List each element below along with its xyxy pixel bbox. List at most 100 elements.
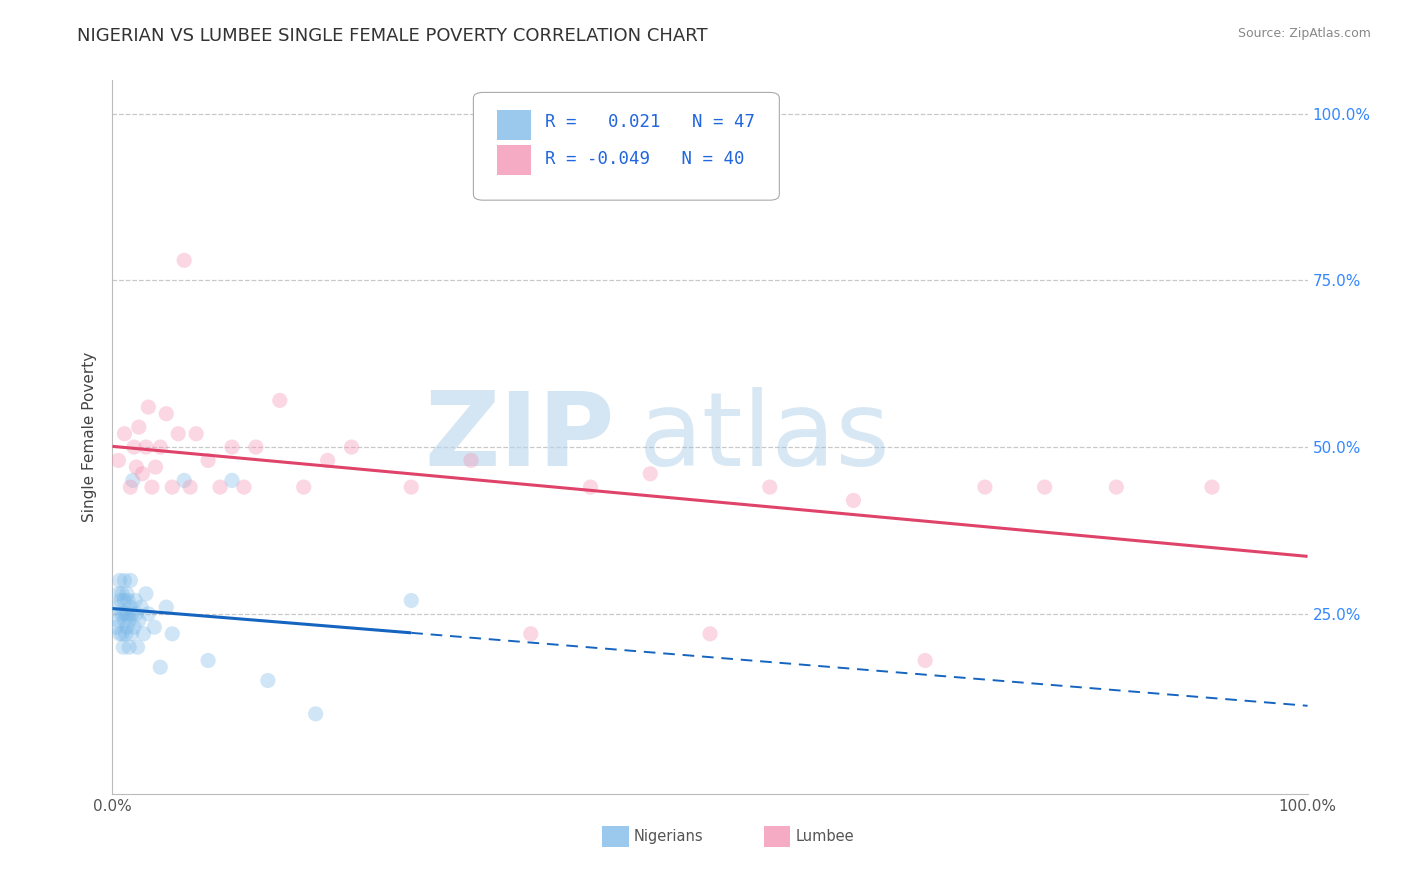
Point [401,593,423,607]
Point [114,593,135,607]
Point [162,627,183,641]
Point [107,453,129,467]
Point [699,627,721,641]
Text: Lumbee: Lumbee [796,830,855,844]
Point [118,614,141,628]
Point [115,620,138,634]
Text: Nigerians: Nigerians [634,830,703,844]
Point [129,600,152,615]
Point [127,640,149,655]
Point [110,593,132,607]
Point [149,660,172,674]
Bar [763,826,790,847]
Point [128,614,150,628]
Text: NIGERIAN VS LUMBEE SINGLE FEMALE POVERTY CORRELATION CHART: NIGERIAN VS LUMBEE SINGLE FEMALE POVERTY… [77,27,709,45]
Point [114,614,135,628]
Point [233,480,256,494]
Point [138,607,160,621]
Point [316,453,339,467]
Point [125,607,148,621]
Point [131,467,153,481]
Point [111,627,134,641]
Point [914,653,936,667]
Point [112,607,135,621]
Point [105,620,128,634]
Point [292,480,315,494]
Point [121,607,143,621]
Point [121,474,143,488]
Bar [498,110,531,139]
Point [179,480,201,494]
Point [125,460,148,475]
Point [128,420,150,434]
Point [759,480,782,494]
Text: R = -0.049   N = 40: R = -0.049 N = 40 [546,150,745,168]
Point [114,607,136,621]
Point [143,620,166,634]
Text: ZIP: ZIP [425,386,614,488]
Point [132,627,155,641]
Point [520,627,543,641]
Point [155,600,177,615]
Text: atlas: atlas [638,386,890,488]
Point [138,400,160,414]
Point [1033,480,1056,494]
Point [1201,480,1223,494]
Point [118,640,141,655]
FancyBboxPatch shape [474,93,779,200]
Point [141,480,163,494]
Point [197,653,219,667]
Point [107,587,129,601]
Point [842,493,865,508]
Point [114,627,136,641]
Point [173,253,195,268]
Point [135,587,157,601]
Point [340,440,363,454]
Point [221,440,243,454]
Y-axis label: Single Female Poverty: Single Female Poverty [82,352,97,522]
Point [120,480,142,494]
Point [124,593,146,607]
Point [974,480,997,494]
Point [145,460,167,475]
Point [108,574,131,588]
Point [1105,480,1128,494]
Point [245,440,267,454]
Point [186,426,208,441]
Point [110,607,132,621]
Point [117,607,139,621]
Point [135,440,157,454]
Point [155,407,177,421]
Point [114,574,135,588]
Point [460,453,482,467]
Point [105,600,128,615]
Point [401,480,423,494]
Point [115,587,138,601]
Point [112,640,135,655]
Point [121,627,143,641]
Point [305,706,328,721]
Point [149,440,172,454]
Point [167,426,190,441]
Point [111,587,134,601]
Point [107,614,129,628]
Point [221,474,243,488]
Point [257,673,280,688]
Point [120,600,142,615]
Point [114,426,135,441]
Point [117,593,139,607]
Point [173,474,195,488]
Bar [603,826,628,847]
Point [579,480,602,494]
Bar [498,145,531,175]
Point [108,627,131,641]
Text: R =   0.021   N = 47: R = 0.021 N = 47 [546,113,755,131]
Point [162,480,183,494]
Point [197,453,219,467]
Point [209,480,232,494]
Text: Source: ZipAtlas.com: Source: ZipAtlas.com [1237,27,1371,40]
Point [122,440,145,454]
Point [120,574,142,588]
Point [269,393,291,408]
Point [640,467,662,481]
